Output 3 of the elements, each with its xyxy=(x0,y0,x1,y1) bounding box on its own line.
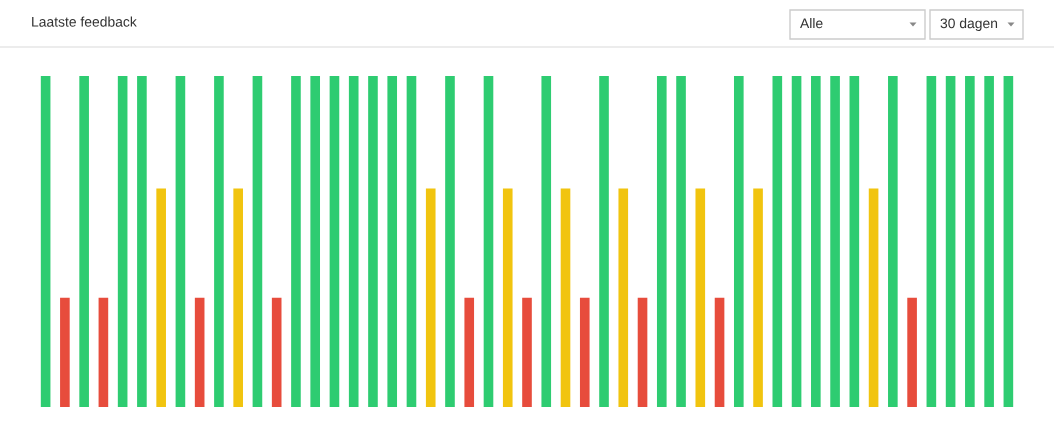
text: 30 dagen xyxy=(940,18,998,31)
chart-title: Laatste feedback xyxy=(32,16,137,27)
text: Alle xyxy=(800,18,823,29)
